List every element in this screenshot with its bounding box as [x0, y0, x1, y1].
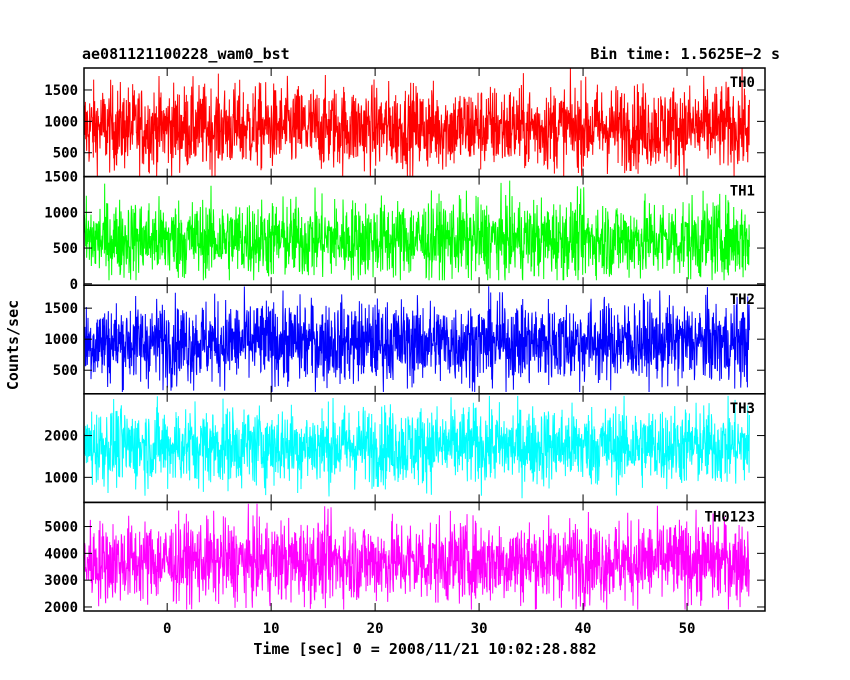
x-axis: 0 10 20 30 40 50: [163, 621, 695, 637]
y-tick-label: 1000: [44, 470, 78, 486]
y-tick-label: 500: [53, 363, 78, 379]
series-line-th0123: [83, 503, 750, 610]
panel-th1: 0 500 1000 1500 TH1: [44, 170, 766, 293]
chart-title-right: Bin time: 1.5625E−2 s: [590, 45, 780, 63]
x-tick-label: 50: [679, 621, 696, 637]
y-tick-label: 0: [70, 277, 78, 293]
y-tick-label: 4000: [44, 546, 78, 562]
y-tick-label: 1500: [44, 83, 78, 99]
panel-frame: [83, 501, 766, 612]
x-tick-label: 20: [367, 621, 384, 637]
y-tick-label: 2000: [44, 429, 78, 445]
y-tick-label: 500: [53, 146, 78, 162]
panel-th3: 1000 2000 TH3: [44, 393, 766, 504]
x-tick-label: 40: [575, 621, 592, 637]
y-tick-label: 1500: [44, 170, 78, 186]
y-tick-label: 3000: [44, 573, 78, 589]
series-name-label: TH1: [730, 184, 755, 200]
y-tick-label: 2000: [44, 600, 78, 616]
series-line-th1: [83, 180, 750, 281]
series-line-th2: [83, 286, 750, 392]
y-axis-label: Counts/sec: [4, 300, 22, 390]
series-name-label: TH0: [730, 75, 755, 91]
x-tick-label: 30: [471, 621, 488, 637]
panel-th0123: 2000 3000 4000 5000 TH0123: [44, 501, 766, 616]
series-line-th0: [83, 67, 750, 177]
y-tick-label: 1000: [44, 332, 78, 348]
x-tick-label: 0: [163, 621, 171, 637]
panels-group: 500 1000 1500 TH0 0 500 1000 1500 TH1 500 1000 1500…: [44, 67, 766, 616]
series-name-label: TH0123: [704, 509, 755, 525]
y-tick-label: 1500: [44, 301, 78, 317]
y-tick-label: 5000: [44, 520, 78, 536]
series-name-label: TH3: [730, 401, 755, 417]
chart-title-left: ae081121100228_wam0_bst: [82, 45, 290, 63]
panel-th2: 500 1000 1500 TH2: [44, 284, 766, 395]
y-tick-label: 500: [53, 241, 78, 257]
series-name-label: TH2: [730, 292, 755, 308]
x-axis-label: Time [sec] 0 = 2008/11/21 10:02:28.882: [253, 640, 596, 658]
y-tick-label: 1000: [44, 205, 78, 221]
series-line-th3: [83, 395, 750, 499]
panel-th0: 500 1000 1500 TH0: [44, 67, 766, 178]
x-tick-label: 10: [263, 621, 280, 637]
y-tick-label: 1000: [44, 114, 78, 130]
